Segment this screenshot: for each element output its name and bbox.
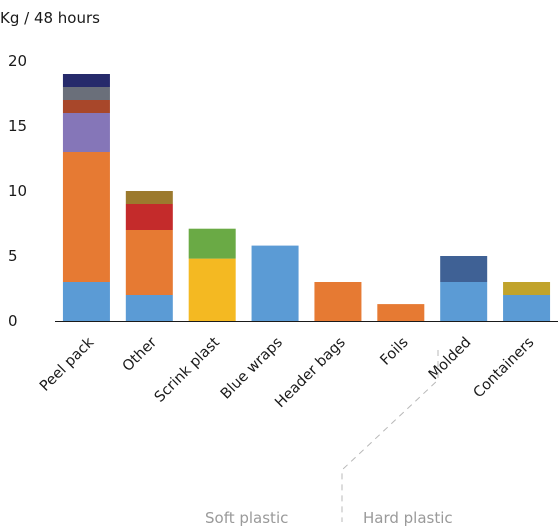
y-tick-label: 10: [8, 182, 27, 200]
bar-segment: [440, 256, 488, 282]
bars: [62, 74, 551, 321]
bar-segment: [314, 282, 362, 321]
x-tick-label: Containers: [471, 335, 538, 402]
bar-stack: [251, 245, 299, 321]
bar-segment: [62, 282, 110, 321]
bar-stack: [440, 256, 488, 321]
bar-segment: [62, 74, 110, 87]
bar-stack: [314, 282, 362, 321]
bar-segment: [62, 152, 110, 282]
bar-segment: [125, 230, 173, 295]
bar-segment: [62, 100, 110, 113]
x-tick-label: Foils: [377, 335, 411, 369]
bar-segment: [503, 282, 551, 295]
y-tick-label: 0: [8, 312, 18, 330]
bar-stack: [62, 74, 110, 321]
bar-segment: [251, 245, 299, 321]
bar-stack: [377, 304, 425, 321]
bar-segment: [440, 282, 488, 321]
x-tick-label: Blue wraps: [218, 335, 286, 403]
bar-segment: [62, 113, 110, 152]
bar-segment: [377, 304, 425, 321]
group-label-soft-plastic: Soft plastic: [205, 509, 288, 527]
y-tick-label: 5: [8, 247, 18, 265]
bar-segment: [125, 204, 173, 230]
y-axis: 0 5 10 15 20: [8, 52, 558, 330]
x-tick-label: Molded: [426, 335, 475, 384]
bar-segment: [503, 295, 551, 321]
group-label-hard-plastic: Hard plastic: [363, 509, 453, 527]
bar-segment: [125, 191, 173, 204]
y-tick-label: 15: [8, 117, 27, 135]
y-tick-label: 20: [8, 52, 27, 70]
bar-stack: [503, 282, 551, 321]
bar-stack: [125, 191, 173, 321]
bar-segment: [188, 228, 236, 259]
unit-label: Kg / 48 hours: [0, 9, 100, 27]
x-tick-label: Scrink plast: [152, 334, 223, 405]
group-separator: [341, 350, 439, 522]
bar-stack: [188, 228, 236, 321]
x-tick-label: Peel pack: [37, 334, 98, 395]
bar-segment: [188, 258, 236, 321]
x-tick-label: Other: [120, 334, 160, 374]
bar-segment: [62, 87, 110, 100]
bar-segment: [125, 295, 173, 321]
